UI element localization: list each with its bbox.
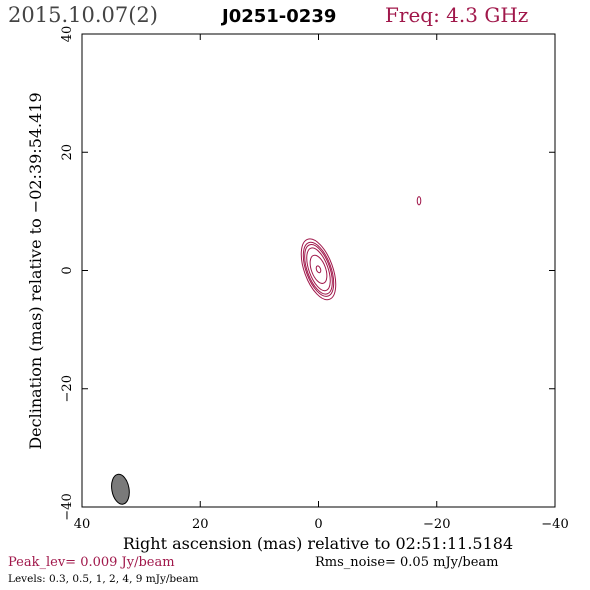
contour-lines — [300, 196, 422, 301]
y-tick-label: 0 — [60, 266, 75, 274]
peak-level: Peak_lev= 0.009 Jy/beam — [8, 555, 175, 570]
y-tick-label: −20 — [60, 375, 75, 402]
y-tick-label: −40 — [60, 493, 75, 520]
contour-core — [306, 247, 331, 292]
y-tick-label: 20 — [60, 144, 75, 161]
rms-noise: Rms_noise= 0.05 mJy/beam — [315, 555, 498, 570]
x-tick-label: 20 — [192, 517, 209, 532]
contour-core — [304, 244, 333, 295]
contour-knot — [416, 196, 422, 206]
axis-ticks — [81, 33, 556, 508]
plot-frame — [81, 33, 556, 508]
beam-ellipse — [111, 473, 130, 505]
frequency-label: Freq: 4.3 GHz — [385, 3, 528, 27]
contour-core — [315, 265, 322, 274]
x-tick-label: 0 — [314, 517, 322, 532]
x-tick-labels: 40 20 0 −20 −40 — [74, 517, 569, 532]
x-tick-label: −20 — [423, 517, 450, 532]
x-tick-label: −40 — [541, 517, 568, 532]
source-name: J0251-0239 — [220, 6, 336, 27]
contour-core — [309, 254, 328, 284]
observation-date: 2015.10.07(2) — [8, 3, 158, 27]
beam-shape — [111, 473, 130, 505]
y-tick-labels: −40 −20 0 20 40 — [60, 26, 75, 521]
contour-core — [300, 238, 337, 301]
y-axis-label: Declination (mas) relative to −02:39:54.… — [26, 92, 45, 449]
contour-core — [302, 241, 335, 297]
y-tick-label: 40 — [60, 26, 75, 43]
x-tick-label: 40 — [74, 517, 91, 532]
contour-levels: Levels: 0.3, 0.5, 1, 2, 4, 9 mJy/beam — [8, 573, 199, 585]
x-axis-label: Right ascension (mas) relative to 02:51:… — [123, 534, 513, 553]
